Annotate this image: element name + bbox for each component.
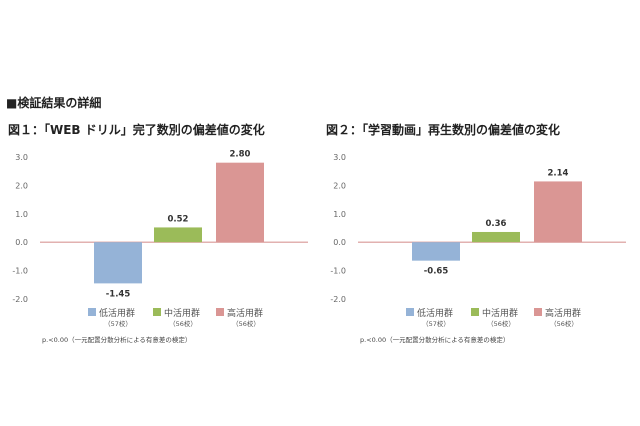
significance-note: p.<0.00（一元配置分散分析による有意差の検定） [360,335,509,344]
y-tick-label: -2.0 [330,295,346,304]
legend-swatch-low [88,308,96,316]
y-tick-label: 1.0 [15,210,28,219]
legend-swatch-mid [153,308,161,316]
bar-high [216,162,264,243]
legend-label-low: 低活用群 [417,307,453,319]
legend-swatch-low [406,308,414,316]
y-tick-label: -1.0 [330,267,346,276]
legend-label-mid: 中活用群 [482,307,518,319]
legend-swatch-high [534,308,542,316]
y-tick-label: 3.0 [333,153,346,162]
data-label-mid: 0.36 [486,219,507,229]
data-label-low: -1.45 [106,289,131,299]
data-label-low: -0.65 [424,267,449,277]
y-tick-label: 2.0 [333,181,346,190]
data-label-mid: 0.52 [168,214,189,224]
legend-label-low: 低活用群 [99,307,135,319]
chart-title-2: 図２：「学習動画」再生数別の偏差値の変化 [326,123,561,137]
bar-chart-web-drill: 3.0 2.0 1.0 0.0 -1.0 -2.0 -1.45 0.52 2.80 低活用群（57… [12,150,308,344]
legend-count-low: （57校） [422,319,450,328]
data-label-high: 2.80 [230,150,251,160]
y-tick-label: -1.0 [12,267,28,276]
legend-label-mid: 中活用群 [164,307,200,319]
y-tick-label: -2.0 [12,295,28,304]
legend-label-high: 高活用群 [227,307,263,319]
data-label-high: 2.14 [548,168,569,178]
legend-count-high: （56校） [550,319,578,328]
bar-mid [472,231,520,243]
y-tick-label: 3.0 [15,153,28,162]
bar-chart-learning-video: 3.0 2.0 1.0 0.0 -1.0 -2.0 -0.65 0.36 2.14 低活用群（57… [330,153,626,344]
bar-low [412,242,460,261]
y-tick-label: 2.0 [15,181,28,190]
chart-title-1: 図１：「WEB ドリル」完了数別の偏差値の変化 [8,123,265,137]
significance-note: p.<0.00（一元配置分散分析による有意差の検定） [42,335,191,344]
bar-low [94,242,142,284]
y-tick-label: 1.0 [333,210,346,219]
bar-mid [154,227,202,243]
y-tick-label: 0.0 [15,238,28,247]
section-title: ■検証結果の詳細 [6,96,102,110]
legend-count-high: （56校） [232,319,260,328]
legend-count-mid: （56校） [169,319,197,328]
y-tick-label: 0.0 [333,238,346,247]
legend-count-low: （57校） [104,319,132,328]
bar-high [534,181,582,243]
legend-swatch-high [216,308,224,316]
legend-swatch-mid [471,308,479,316]
legend-label-high: 高活用群 [545,307,581,319]
legend-count-mid: （56校） [487,319,515,328]
